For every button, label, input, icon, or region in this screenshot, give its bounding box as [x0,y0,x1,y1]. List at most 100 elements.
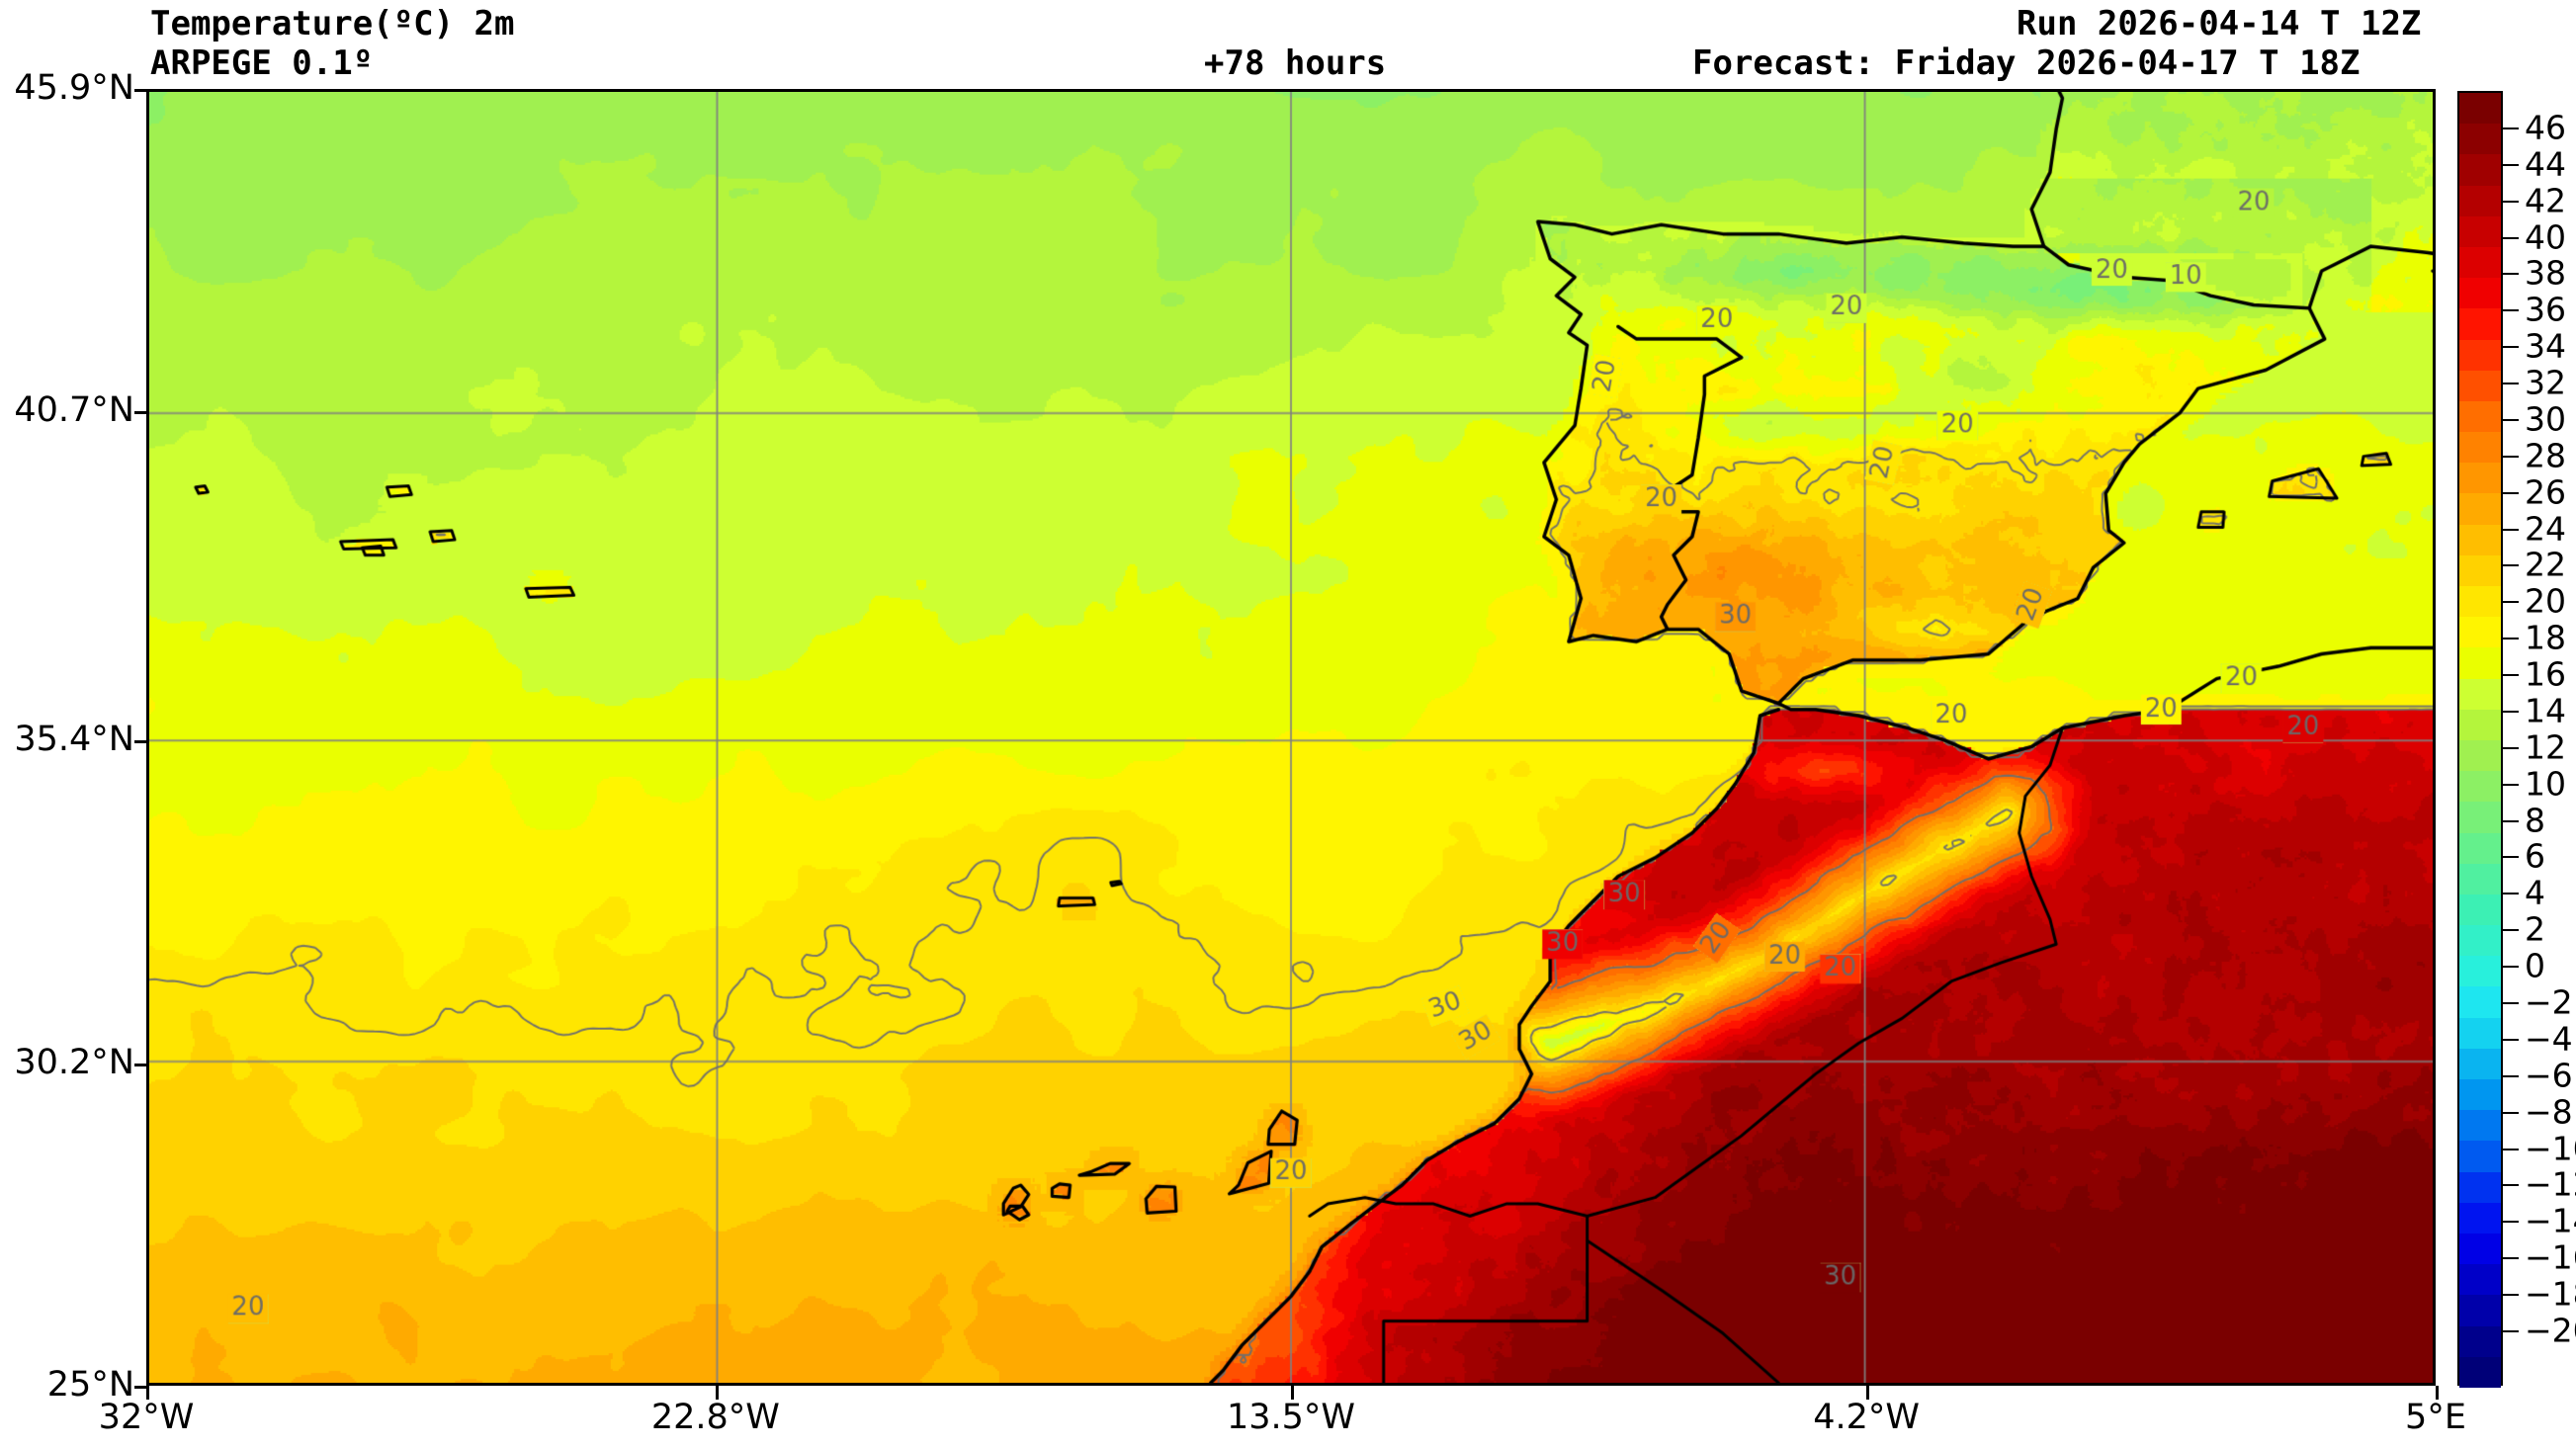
colorbar-tick-value: 2 [2525,909,2545,949]
colorbar-band [2459,1295,2501,1326]
colorbar-band [2459,894,2501,926]
colorbar-tick-mark [2503,163,2519,166]
y-tick-label: 40.7°N [14,390,134,431]
x-tick-label: 32°W [98,1398,195,1437]
colorbar-gradient-strip [2457,91,2503,1388]
colorbar-tick-mark [2503,1329,2519,1332]
colorbar-band [2459,863,2501,894]
colorbar-tick-value: 34 [2525,326,2566,366]
colorbar-band [2459,1048,2501,1079]
colorbar-tick-value: −14 [2525,1201,2576,1240]
y-tick-label: 45.9°N [14,68,134,108]
colorbar-tick-mark [2503,601,2519,604]
colorbar-band [2459,617,2501,648]
colorbar-band [2459,308,2501,340]
colorbar-tick-value: −6 [2525,1056,2573,1095]
colorbar-tick-mark [2503,1038,2519,1041]
colorbar-band [2459,739,2501,772]
x-tick-label: 5°E [2405,1398,2466,1437]
colorbar-band [2459,1079,2501,1111]
colorbar-tick-value: 46 [2525,108,2566,147]
y-tick-label: 35.4°N [14,720,134,760]
colorbar-tick-value: −20 [2525,1311,2576,1350]
colorbar-tick-mark [2503,638,2519,640]
colorbar-tick-value: −2 [2525,982,2573,1022]
colorbar-band [2459,1017,2501,1049]
colorbar-band [2459,493,2501,525]
colorbar-tick-value: 40 [2525,217,2566,257]
colorbar-tick-mark [2503,1221,2519,1224]
colorbar-tick-value: −12 [2525,1164,2576,1204]
colorbar-tick-mark [2503,1074,2519,1077]
x-tick-label: 4.2°W [1813,1398,1921,1437]
colorbar-tick-mark [2503,746,2519,749]
colorbar-tick-value: 30 [2525,399,2566,439]
colorbar-tick-mark [2503,710,2519,713]
colorbar-band [2459,586,2501,618]
colorbar-tick-value: 10 [2525,764,2566,804]
y-tick-mark [134,1063,148,1066]
colorbar-band [2459,400,2501,433]
colorbar-tick-value: 6 [2525,836,2545,876]
colorbar-tick-mark [2503,200,2519,203]
x-tick-mark [2436,1386,2439,1400]
colorbar-band [2459,1356,2501,1388]
x-tick-mark [1866,1386,1870,1400]
colorbar-tick-mark [2503,1111,2519,1114]
colorbar-band [2459,215,2501,247]
colorbar-band [2459,246,2501,279]
colorbar-band [2459,986,2501,1018]
colorbar-tick-mark [2503,309,2519,312]
x-tick-mark [146,1386,149,1400]
colorbar-band [2459,709,2501,740]
colorbar-tick-mark [2503,383,2519,385]
colorbar-tick-mark [2503,819,2519,822]
x-tick-label: 22.8°W [650,1398,780,1437]
colorbar-band [2459,278,2501,309]
colorbar-tick-value: 32 [2525,363,2566,402]
colorbar-tick-value: −4 [2525,1019,2573,1059]
temperature-heatmap-canvas [149,92,2433,1383]
colorbar-band [2459,802,2501,833]
y-tick-mark [134,89,148,92]
colorbar-band [2459,1141,2501,1172]
colorbar-tick-mark [2503,273,2519,276]
y-tick-label: 30.2°N [14,1042,134,1082]
colorbar-band [2459,1233,2501,1265]
colorbar-tick-mark [2503,929,2519,932]
colorbar-band [2459,1325,2501,1357]
map-header: Temperature(ºC) 2m ARPEGE 0.1º +78 hours… [0,0,2576,91]
colorbar-band [2459,956,2501,987]
colorbar-band [2459,524,2501,555]
colorbar-band [2459,1110,2501,1142]
colorbar-band [2459,154,2501,186]
colorbar-tick-mark [2503,1184,2519,1187]
colorbar-tick-mark [2503,418,2519,421]
colorbar-tick-value: 18 [2525,618,2566,657]
x-tick-mark [1291,1386,1294,1400]
colorbar-band [2459,432,2501,464]
x-tick-label: 13.5°W [1226,1398,1356,1437]
colorbar-band [2459,647,2501,679]
colorbar-tick-mark [2503,856,2519,859]
colorbar-tick-value: −16 [2525,1237,2576,1277]
y-tick-label: 25°N [46,1365,134,1405]
colorbar-band [2459,771,2501,803]
colorbar-tick-value: 12 [2525,727,2566,767]
colorbar-tick-mark [2503,236,2519,239]
colorbar-tick-value: 8 [2525,801,2545,840]
colorbar-band [2459,1202,2501,1234]
colorbar-tick-value: 38 [2525,253,2566,293]
colorbar-band [2459,463,2501,494]
colorbar-tick-value: 4 [2525,873,2545,912]
colorbar-tick-value: 28 [2525,436,2566,475]
map-plot-area [146,89,2436,1386]
colorbar-tick-mark [2503,528,2519,531]
colorbar: 46 44 42 40 38 36 34 32 30 28 26 24 22 20 18 16 14 12 10 8 6… [2457,91,2576,1388]
colorbar-tick-value: 0 [2525,946,2545,985]
colorbar-tick-mark [2503,674,2519,677]
colorbar-band [2459,554,2501,586]
colorbar-band [2459,185,2501,216]
colorbar-band [2459,124,2501,155]
colorbar-tick-value: 22 [2525,545,2566,584]
